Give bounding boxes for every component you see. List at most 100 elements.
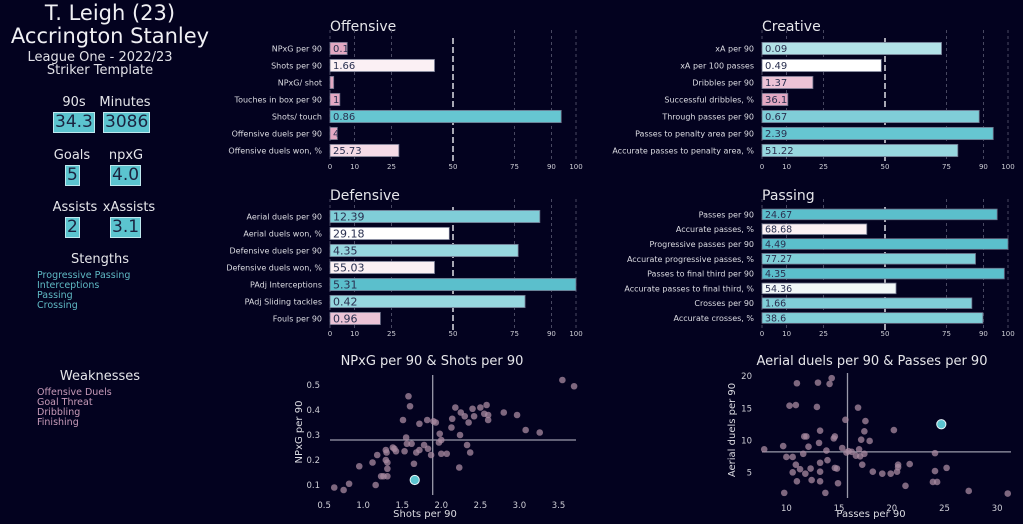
y-tick-label: 10 xyxy=(741,436,752,446)
scatter-point xyxy=(399,416,407,424)
category-label: Defensive duels per 90 xyxy=(230,247,323,256)
scatter-point xyxy=(796,465,804,473)
category-label: Passes per 90 xyxy=(699,210,754,219)
scatter-point xyxy=(789,469,796,476)
x-tick-label: 3.5 xyxy=(552,501,566,511)
scatter-point xyxy=(559,376,566,384)
scatter-point xyxy=(965,487,973,495)
category-label: Accurate passes to penalty area, % xyxy=(612,147,754,156)
scatter-point xyxy=(816,478,824,485)
category-label: Aerial duels per 90 xyxy=(247,213,322,222)
scatter-point xyxy=(424,445,432,453)
bar-value-label: 4.35 xyxy=(333,244,358,257)
scatter-point xyxy=(384,465,391,473)
scatter-point xyxy=(461,412,469,420)
strength-item: Crossing xyxy=(37,300,78,311)
scatter-point xyxy=(857,436,865,443)
bar xyxy=(329,243,519,258)
x-tick-label: 25 xyxy=(387,330,396,338)
category-label: xA per 100 passes xyxy=(680,62,754,71)
category-label: Accurate passes to final third, % xyxy=(624,284,754,293)
bar-value-label: 36.17 xyxy=(765,95,794,106)
scatter-aerial-passes: Aerial duels per 90 & Passes per 90 Passe… xyxy=(727,354,1012,520)
chart-title: NPxG per 90 & Shots per 90 xyxy=(341,354,524,369)
chart-title: Creative xyxy=(762,19,821,35)
scatter-point xyxy=(866,437,873,445)
scatter-point xyxy=(813,403,821,411)
scatter-point xyxy=(780,489,788,497)
category-label: Progressive passes per 90 xyxy=(649,240,754,249)
scatter-point xyxy=(878,470,886,477)
scatter-point xyxy=(816,427,824,434)
scatter-point xyxy=(802,470,809,477)
category-label: xA per 90 xyxy=(715,45,754,54)
x-tick-label: 50 xyxy=(449,330,458,338)
weakness-item: Goal Threat xyxy=(37,397,93,408)
scatter-point xyxy=(861,450,868,458)
bar xyxy=(761,109,980,124)
scatter-point xyxy=(902,482,909,490)
scatter-point xyxy=(931,449,939,457)
scatter-point xyxy=(372,481,379,489)
stat-value-xassists: 3.1 xyxy=(110,217,142,238)
bar-chart-creative: Creative 0 10 25 50 75 90 100 xA per 90 0.09 xA pe… xyxy=(612,19,1014,171)
bar xyxy=(761,253,976,265)
x-tick-label: 10 xyxy=(781,504,792,514)
y-tick-label: 5 xyxy=(747,468,752,478)
x-tick-label: 10 xyxy=(782,163,791,171)
scatter-point xyxy=(452,404,459,411)
stat-label-90s: 90s xyxy=(62,95,86,110)
x-tick-label: 90 xyxy=(547,163,556,171)
scatter-point xyxy=(383,449,390,456)
bar-value-label: 0.42 xyxy=(333,295,358,308)
competition-label: League One - 2022/23 xyxy=(27,50,173,65)
scatter-point xyxy=(405,392,412,400)
bar-value-label: 4.49 xyxy=(765,239,786,250)
scatter-point xyxy=(816,459,824,467)
scatter-point xyxy=(783,453,790,461)
x-tick-label: 75 xyxy=(510,330,519,338)
scatter-point xyxy=(466,449,474,456)
scatter-point xyxy=(815,439,823,447)
category-label: NPxG per 90 xyxy=(272,45,322,54)
x-tick-label: 10 xyxy=(782,330,791,338)
scatter-point xyxy=(799,450,807,458)
x-tick-label: 0 xyxy=(328,163,332,171)
category-label: Aerial duels won, % xyxy=(243,230,322,239)
x-tick-label: 0.5 xyxy=(317,501,331,511)
bar-value-label: 1. xyxy=(333,95,343,106)
bar xyxy=(761,58,882,73)
bar-value-label: 1.66 xyxy=(333,61,355,72)
x-tick-label: 50 xyxy=(881,330,890,338)
bar xyxy=(329,143,400,158)
bar xyxy=(329,126,338,141)
scatter-point xyxy=(807,465,814,472)
bar xyxy=(761,223,868,235)
x-tick-label: 0 xyxy=(760,330,764,338)
strength-item: Progressive Passing xyxy=(37,270,131,281)
scatter-point xyxy=(392,447,400,455)
scatter-point xyxy=(443,450,451,458)
bar-value-label: 1.37 xyxy=(765,78,787,89)
x-tick-label: 10 xyxy=(350,330,359,338)
scatter-point xyxy=(427,451,435,459)
scatter-point xyxy=(854,404,862,411)
x-tick-label: 90 xyxy=(979,163,988,171)
category-label: Accurate passes, % xyxy=(676,225,754,234)
chart-title: Aerial duels per 90 & Passes per 90 xyxy=(757,354,988,369)
bar-value-label: 29.18 xyxy=(333,227,365,240)
category-label: NPxG/ shot xyxy=(278,79,322,88)
x-tick-label: 100 xyxy=(1001,330,1014,338)
scatter-point xyxy=(824,456,831,464)
category-label: PAdj Interceptions xyxy=(250,281,322,290)
chart-title: Offensive xyxy=(330,19,396,35)
stat-value-goals: 5 xyxy=(65,165,80,186)
scatter-point xyxy=(437,436,445,444)
scatter-point xyxy=(943,464,950,472)
bar xyxy=(761,312,984,324)
category-label: Passes to penalty area per 90 xyxy=(635,130,754,139)
bar xyxy=(329,58,435,73)
highlight-point xyxy=(409,474,420,486)
scatter-point xyxy=(834,479,842,487)
category-label: Accurate crosses, % xyxy=(673,314,754,323)
